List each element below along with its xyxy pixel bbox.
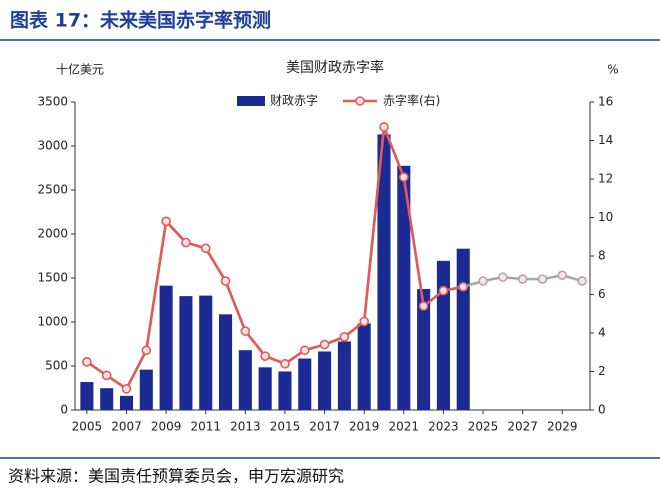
source-note: 资料来源：美国责任预算委员会，申万宏源研究: [8, 467, 344, 486]
point: [498, 272, 508, 282]
point: [141, 345, 152, 356]
y2-tick-label: 16: [598, 95, 613, 109]
x-tick-label: 2029: [547, 420, 578, 434]
x-tick-label: 2025: [468, 420, 499, 434]
bar: [337, 341, 351, 410]
x-tick-label: 2019: [349, 420, 380, 434]
bar: [397, 165, 411, 410]
legend-swatch: [237, 96, 265, 106]
point: [418, 301, 429, 311]
x-tick-label: 2009: [151, 420, 182, 434]
point: [458, 282, 468, 292]
point: [359, 316, 369, 327]
bar: [298, 358, 312, 410]
point: [438, 285, 449, 296]
bar: [238, 350, 252, 410]
point: [101, 370, 112, 381]
y2-tick-label: 8: [598, 249, 606, 263]
y-tick-label: 2500: [37, 183, 68, 197]
point: [220, 276, 231, 286]
point: [577, 276, 587, 286]
y2-tick-label: 10: [598, 210, 613, 224]
bar: [456, 248, 470, 410]
x-tick-label: 2027: [507, 420, 538, 434]
y-tick-label: 1500: [37, 271, 68, 285]
y2-tick-label: 0: [598, 403, 606, 417]
y-tick-label: 500: [45, 359, 68, 373]
bar: [199, 295, 213, 410]
bar: [357, 323, 371, 410]
point: [300, 345, 310, 356]
point: [537, 274, 548, 284]
legend-swatch-marker: [355, 96, 365, 106]
bar: [258, 367, 272, 410]
y2-tick-label: 2: [598, 364, 606, 378]
y2-tick-label: 4: [598, 326, 606, 340]
bar: [436, 260, 450, 410]
x-tick-label: 2011: [190, 420, 221, 434]
page-title: 图表 17：未来美国赤字率预测: [10, 9, 271, 32]
legend-label: 赤字率(右): [383, 93, 440, 108]
x-tick-label: 2005: [72, 420, 103, 434]
bar: [119, 395, 134, 410]
y2-tick-label: 14: [598, 133, 613, 147]
point: [478, 276, 488, 286]
y-tick-label: 0: [60, 403, 68, 417]
x-tick-label: 2021: [389, 420, 420, 434]
point: [280, 359, 290, 369]
point: [260, 351, 270, 361]
line: [86, 126, 464, 391]
bar: [159, 285, 173, 410]
point: [161, 216, 171, 227]
bar: [179, 296, 193, 410]
point: [379, 122, 389, 132]
chart-title: 美国财政赤字率: [286, 59, 384, 76]
x-tick-label: 2013: [230, 420, 261, 434]
point: [82, 357, 92, 367]
point: [240, 326, 251, 336]
y-tick-label: 3000: [37, 139, 68, 153]
bar: [219, 314, 233, 410]
y-tick-label: 1000: [37, 315, 68, 329]
point: [339, 332, 350, 342]
y2-tick-label: 12: [598, 172, 613, 186]
bar: [417, 289, 431, 410]
bar: [278, 371, 292, 410]
point: [319, 339, 330, 350]
point: [557, 270, 568, 280]
point: [181, 237, 191, 248]
y-axis-label: 十亿美元: [56, 62, 104, 77]
y-tick-label: 2000: [37, 227, 68, 241]
point: [121, 384, 132, 394]
x-tick-label: 2017: [309, 420, 340, 434]
x-tick-label: 2007: [111, 420, 142, 434]
point: [517, 274, 528, 284]
bar: [80, 382, 94, 410]
x-tick-label: 2023: [428, 420, 459, 434]
bar: [377, 134, 391, 410]
y2-tick-label: 6: [598, 287, 606, 301]
y2-axis-label: %: [607, 63, 618, 77]
legend-label: 财政赤字: [270, 93, 318, 108]
bar: [100, 388, 114, 410]
point: [399, 172, 409, 182]
x-tick-label: 2015: [270, 420, 301, 434]
bar: [318, 351, 332, 410]
bar: [139, 369, 153, 410]
y-tick-label: 3500: [37, 95, 68, 109]
point: [200, 243, 211, 254]
